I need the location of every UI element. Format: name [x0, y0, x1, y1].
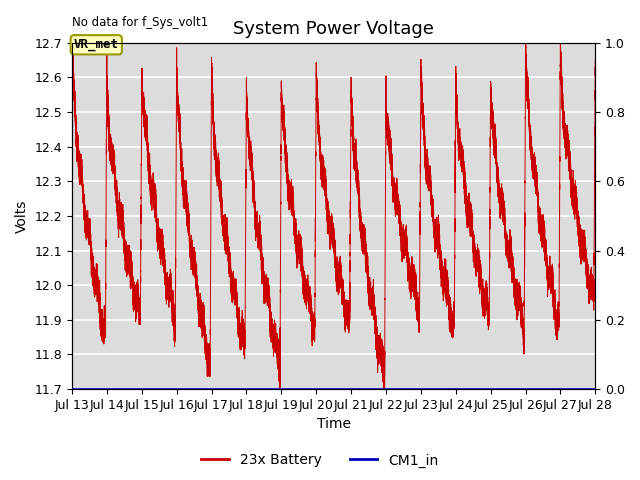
Legend: 23x Battery, CM1_in: 23x Battery, CM1_in — [196, 448, 444, 473]
X-axis label: Time: Time — [317, 418, 351, 432]
Title: System Power Voltage: System Power Voltage — [233, 21, 434, 38]
Text: VR_met: VR_met — [74, 38, 119, 51]
Text: No data for f_Sys_volt1: No data for f_Sys_volt1 — [72, 16, 208, 29]
Y-axis label: Volts: Volts — [15, 199, 29, 233]
